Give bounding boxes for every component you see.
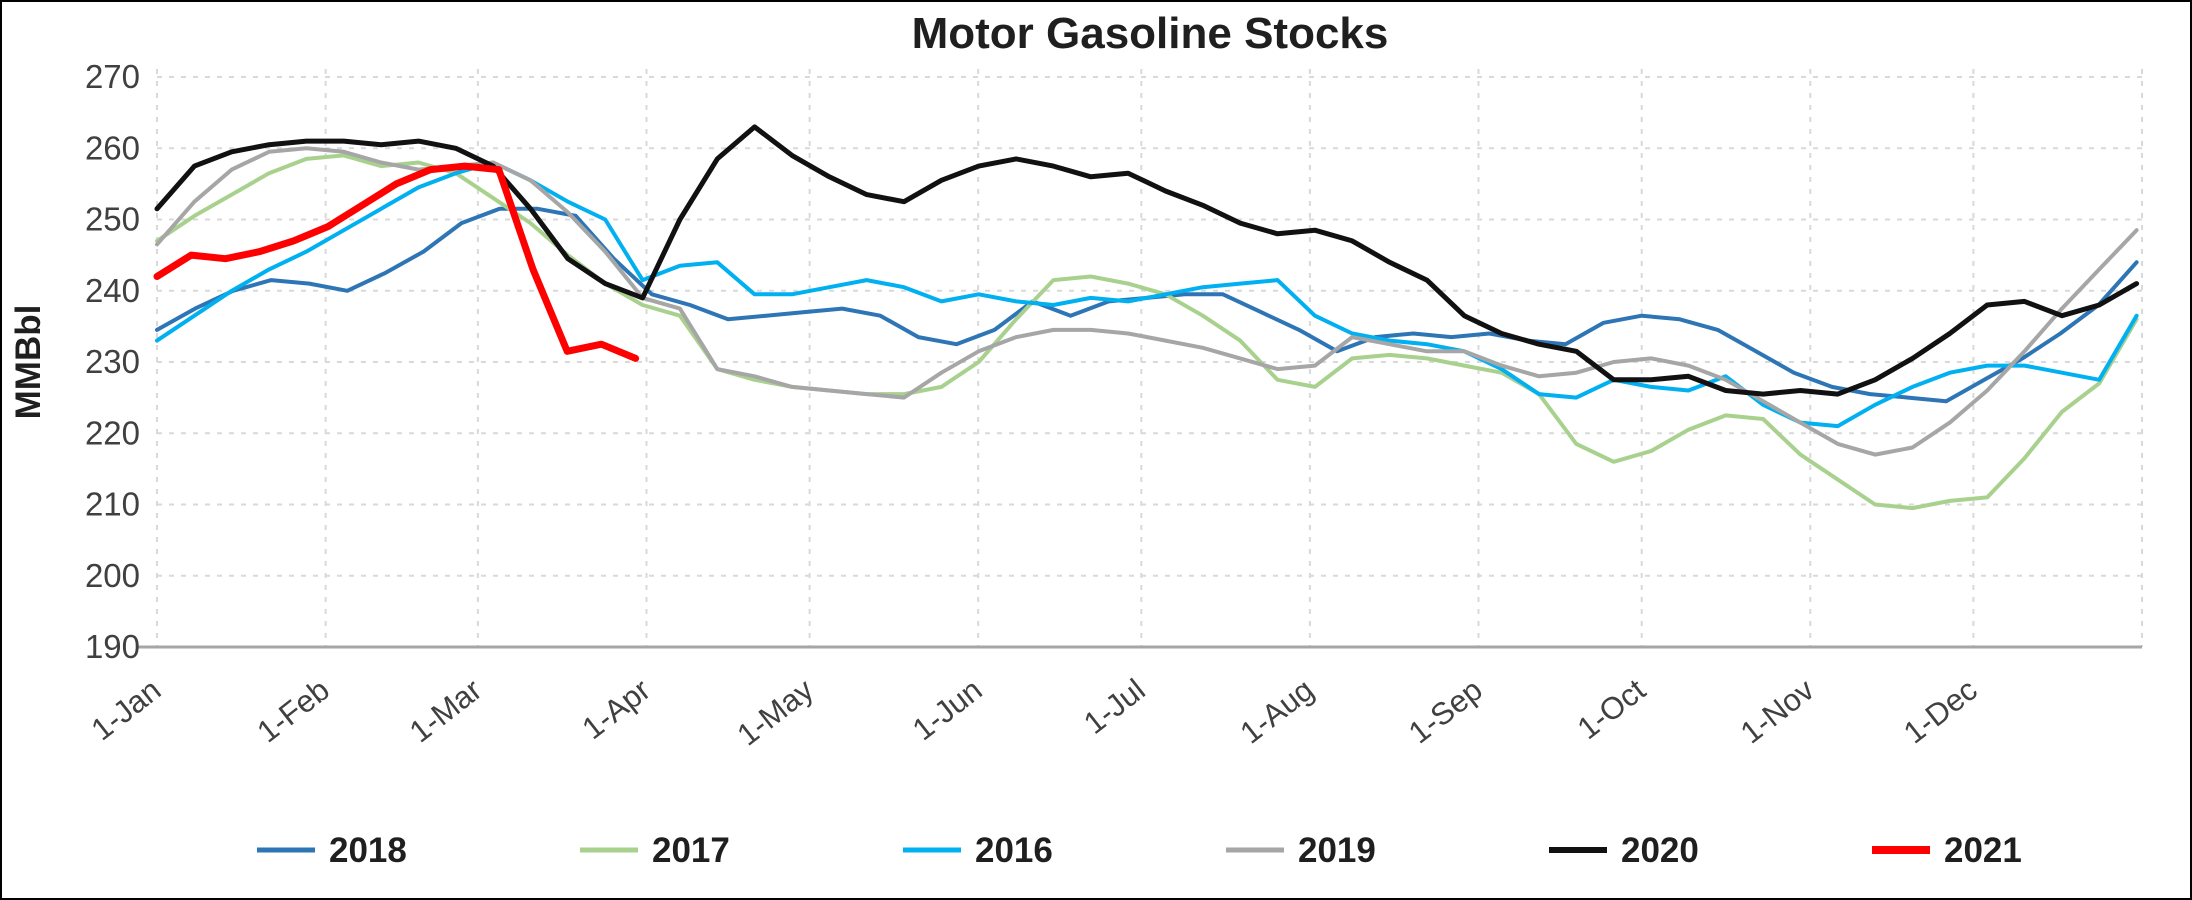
y-tick-label-230: 230 [85,343,140,380]
y-tick-label-200: 200 [85,557,140,594]
x-tick-label-1-Jul: 1-Jul [1077,672,1152,741]
chart-title: Motor Gasoline Stocks [912,9,1389,58]
legend-label-2019: 2019 [1298,831,1376,870]
x-tick-label-1-Sep: 1-Sep [1402,672,1489,751]
series-line-2021 [153,162,640,362]
x-tick-label-1-Feb: 1-Feb [251,672,336,749]
x-tick-label-1-Jan: 1-Jan [85,672,168,747]
series-line-2019 [155,146,2139,457]
y-tick-label-270: 270 [85,58,140,95]
y-tick-label-240: 240 [85,272,140,309]
series-line-2020 [154,124,2140,397]
x-tick-label-1-Dec: 1-Dec [1897,672,1984,750]
y-axis-title: MMBbl [9,305,48,420]
y-tick-label-250: 250 [85,201,140,238]
legend-label-2016: 2016 [975,831,1053,870]
series-line-2017 [155,153,2139,511]
x-tick-label-1-Oct: 1-Oct [1571,672,1653,746]
y-tick-label-260: 260 [85,129,140,166]
x-tick-label-1-Apr: 1-Apr [576,672,657,746]
x-tick-label-1-May: 1-May [730,672,820,753]
legend-label-2021: 2021 [1944,831,2022,870]
x-tick-label-1-Mar: 1-Mar [403,672,488,749]
y-tick-label-220: 220 [85,414,140,451]
series-line-2018 [155,206,2139,404]
legend-label-2018: 2018 [329,831,407,870]
legend-label-2020: 2020 [1621,831,1699,870]
x-tick-label-1-Jun: 1-Jun [906,672,989,747]
y-tick-label-190: 190 [85,628,140,665]
legend-label-2017: 2017 [652,831,730,870]
y-tick-label-210: 210 [85,486,140,523]
x-tick-label-1-Aug: 1-Aug [1233,672,1320,751]
x-tick-label-1-Nov: 1-Nov [1734,672,1821,751]
